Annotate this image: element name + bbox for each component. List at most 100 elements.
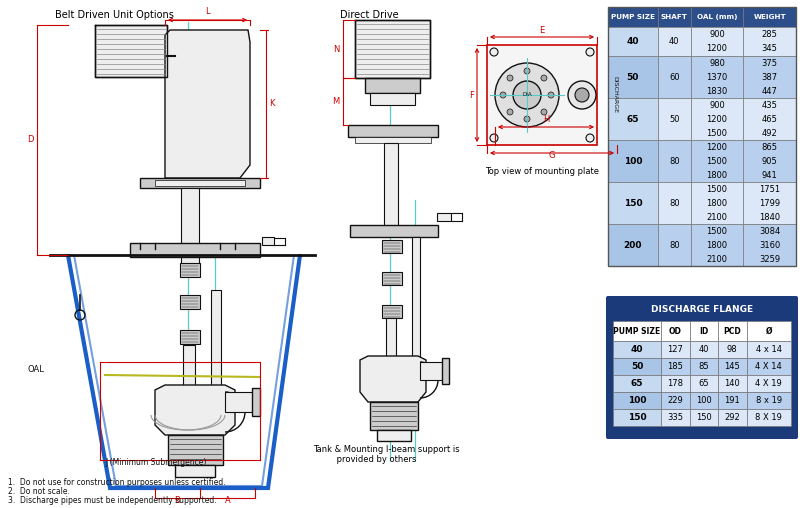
Text: 50: 50 bbox=[631, 362, 643, 371]
Bar bbox=[180, 295, 200, 309]
Text: 1500: 1500 bbox=[706, 227, 727, 236]
Bar bbox=[658, 7, 690, 27]
Bar bbox=[743, 56, 796, 98]
Bar bbox=[183, 345, 195, 400]
Text: 229: 229 bbox=[667, 396, 683, 405]
Text: 150: 150 bbox=[696, 413, 712, 422]
Text: L: L bbox=[205, 7, 210, 16]
Text: A: A bbox=[225, 496, 230, 505]
Text: 65: 65 bbox=[698, 379, 709, 388]
Bar bbox=[420, 362, 445, 380]
Text: 40: 40 bbox=[630, 345, 643, 354]
Text: 40: 40 bbox=[669, 37, 679, 46]
Bar bbox=[608, 224, 658, 266]
Bar bbox=[690, 224, 743, 266]
Bar bbox=[690, 341, 718, 358]
Circle shape bbox=[575, 88, 589, 102]
Text: Tank & Mounting I-beam support is
         provided by others: Tank & Mounting I-beam support is provid… bbox=[313, 445, 460, 464]
Text: 50: 50 bbox=[626, 73, 639, 81]
Text: WEIGHT: WEIGHT bbox=[754, 14, 786, 20]
Text: PUMP SIZE: PUMP SIZE bbox=[611, 14, 655, 20]
Text: 98: 98 bbox=[727, 345, 738, 354]
Circle shape bbox=[524, 116, 530, 122]
Bar bbox=[365, 78, 420, 93]
Bar bbox=[743, 7, 796, 27]
Text: 980: 980 bbox=[709, 58, 725, 68]
Text: Direct Drive: Direct Drive bbox=[340, 10, 398, 20]
Bar bbox=[690, 358, 718, 375]
Bar bbox=[743, 27, 796, 56]
Bar bbox=[661, 375, 690, 392]
Circle shape bbox=[586, 48, 594, 56]
Text: 100: 100 bbox=[696, 396, 712, 405]
Text: OD: OD bbox=[669, 327, 682, 335]
Polygon shape bbox=[165, 30, 250, 178]
Text: 865: 865 bbox=[762, 143, 778, 151]
Text: 150: 150 bbox=[628, 413, 646, 422]
Text: 100: 100 bbox=[628, 396, 646, 405]
Bar bbox=[743, 182, 796, 224]
Text: 1.  Do not use for construction purposes unless certified.: 1. Do not use for construction purposes … bbox=[8, 478, 226, 487]
Bar bbox=[690, 375, 718, 392]
Bar bbox=[181, 188, 199, 273]
Text: 60: 60 bbox=[669, 73, 679, 81]
Text: 1200: 1200 bbox=[706, 44, 727, 53]
Text: 145: 145 bbox=[724, 362, 740, 371]
Bar bbox=[608, 140, 658, 182]
Bar bbox=[718, 375, 746, 392]
Bar bbox=[690, 321, 718, 341]
Circle shape bbox=[500, 92, 506, 98]
Bar bbox=[350, 225, 438, 237]
Text: 2.  Do not scale.: 2. Do not scale. bbox=[8, 487, 70, 496]
Bar bbox=[661, 321, 690, 341]
Bar bbox=[743, 140, 796, 182]
Bar bbox=[661, 392, 690, 409]
Text: 285: 285 bbox=[762, 30, 778, 39]
Text: PUMP SIZE: PUMP SIZE bbox=[614, 327, 661, 335]
Bar bbox=[690, 98, 743, 140]
Text: 1500: 1500 bbox=[706, 184, 727, 194]
Circle shape bbox=[568, 81, 596, 109]
Text: ID: ID bbox=[699, 327, 709, 335]
Text: 80: 80 bbox=[669, 240, 679, 249]
Bar bbox=[718, 321, 746, 341]
Text: 150: 150 bbox=[623, 199, 642, 207]
Text: D: D bbox=[26, 136, 34, 144]
Text: Top view of mounting plate: Top view of mounting plate bbox=[485, 167, 599, 176]
Text: 4 X 19: 4 X 19 bbox=[755, 379, 782, 388]
Bar bbox=[180, 263, 200, 277]
Bar bbox=[658, 182, 690, 224]
Bar bbox=[384, 143, 398, 233]
Bar bbox=[370, 93, 415, 105]
Text: DISCHARGE: DISCHARGE bbox=[613, 77, 618, 113]
Text: 140: 140 bbox=[724, 379, 740, 388]
Text: 1370: 1370 bbox=[706, 73, 728, 81]
Bar bbox=[262, 237, 274, 245]
Text: 905: 905 bbox=[762, 156, 778, 166]
Bar bbox=[613, 409, 661, 426]
Text: 335: 335 bbox=[667, 413, 683, 422]
Text: 1751: 1751 bbox=[759, 184, 780, 194]
Text: 100: 100 bbox=[624, 156, 642, 166]
Bar bbox=[130, 243, 260, 257]
Text: 65: 65 bbox=[630, 379, 643, 388]
Bar bbox=[155, 180, 245, 186]
Text: E: E bbox=[539, 26, 545, 35]
Text: Belt Driven Unit Options: Belt Driven Unit Options bbox=[55, 10, 174, 20]
Text: OAL (mm): OAL (mm) bbox=[697, 14, 738, 20]
Circle shape bbox=[507, 109, 513, 115]
Bar bbox=[442, 358, 449, 384]
Bar bbox=[348, 125, 438, 137]
Text: K: K bbox=[269, 100, 274, 109]
Bar bbox=[746, 392, 791, 409]
Bar bbox=[690, 182, 743, 224]
Text: SHAFT: SHAFT bbox=[661, 14, 688, 20]
Bar bbox=[746, 409, 791, 426]
Bar bbox=[746, 375, 791, 392]
Bar bbox=[658, 27, 690, 56]
Text: H: H bbox=[543, 115, 549, 124]
Bar bbox=[690, 409, 718, 426]
Text: 345: 345 bbox=[762, 44, 778, 53]
Bar bbox=[743, 224, 796, 266]
Text: 3.  Discharge pipes must be independently supported.: 3. Discharge pipes must be independently… bbox=[8, 496, 217, 505]
